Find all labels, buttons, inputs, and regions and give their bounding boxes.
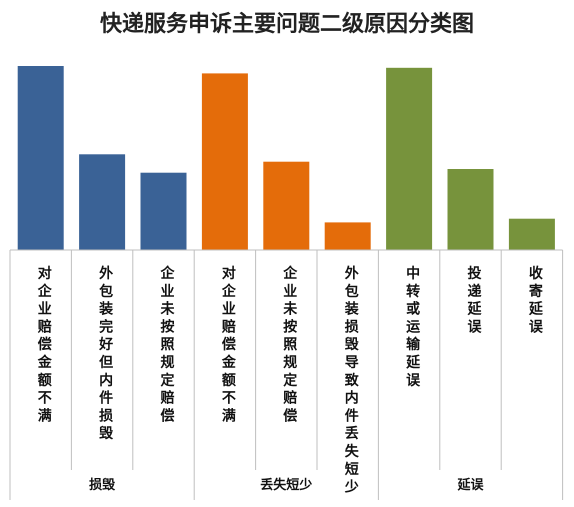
category-label-g2-1: 投递延误 [467,266,483,335]
bar-g1-2 [324,222,371,250]
bar-g2-0 [386,67,433,250]
bar-g1-1 [263,161,310,250]
category-label-g0-2: 企业未按照规定赔偿 [160,265,176,424]
category-label-g1-1: 企业未按照规定赔偿 [282,265,298,424]
group-label-0: 损毁 [89,477,116,493]
group-label-1: 丢失短少 [260,477,312,493]
bar-g1-0 [201,73,248,251]
category-label-g2-2: 收寄延误 [528,265,544,335]
bar-g0-2 [140,172,187,250]
bar-g2-2 [508,218,555,250]
chart-title: 快递服务申诉主要问题二级原因分类图 [99,11,474,37]
bar-g0-0 [17,66,64,250]
category-label-g2-0: 中转或运输延误 [405,265,421,389]
category-label-g1-2: 外包装损毁导致内件丢失短少 [344,265,360,496]
bar-g2-1 [447,169,494,250]
group-label-2: 延误 [456,477,484,493]
category-label-g1-0: 对企业赔偿金额不满 [221,265,237,424]
category-label-g0-1: 外包装完好但内件损毁 [98,265,114,442]
bar-g0-1 [79,154,126,250]
category-label-g0-0: 对企业赔偿金额不满 [37,265,53,424]
